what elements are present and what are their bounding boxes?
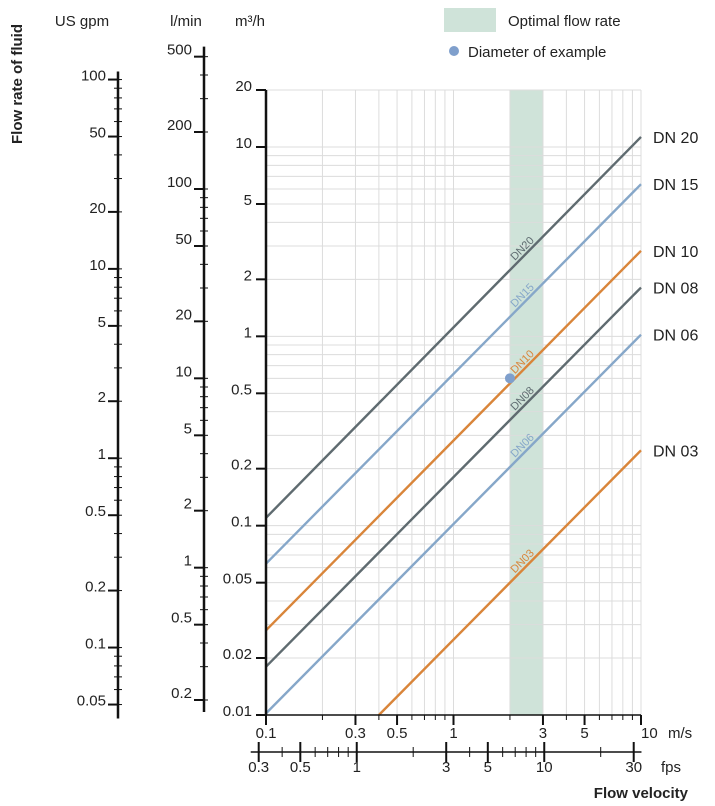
axis-ms-tick-label: 10 <box>641 725 658 742</box>
axis-ms-tick-label: 5 <box>580 725 588 742</box>
axis-usgpm-tick-label: 1 <box>98 446 106 463</box>
series-end-label-dn10: DN 10 <box>653 244 698 261</box>
axis-ms-tick-label: 3 <box>539 725 547 742</box>
series-end-label-dn06: DN 06 <box>653 328 698 345</box>
axis-m3h-tick-label: 1 <box>244 324 252 341</box>
series-end-label-dn15: DN 15 <box>653 177 698 194</box>
grid-layer <box>265 89 642 716</box>
axis-usgpm-tick-label: 20 <box>89 200 106 217</box>
legend-point-label: Diameter of example <box>468 44 606 61</box>
legend-band-swatch <box>444 8 496 32</box>
x-axis-title: Flow velocity <box>594 785 689 802</box>
axis-ms-tick-label: 0.3 <box>345 725 366 742</box>
axis-usgpm-tick-label: 100 <box>81 68 106 85</box>
axis-usgpm-tick-label: 2 <box>98 389 106 406</box>
series-line-dn03 <box>378 449 642 716</box>
series-line-dn20 <box>265 136 642 519</box>
axis-m3h-tick-label: 0.05 <box>223 571 252 588</box>
axis-fps-tick-label: 1 <box>353 759 361 776</box>
axis-m3h-tick-label: 0.2 <box>231 457 252 474</box>
axis-usgpm-tick-label: 50 <box>89 125 106 142</box>
axis-fps-tick-label: 0.3 <box>248 759 269 776</box>
axis-lmin-tick-label: 500 <box>167 42 192 59</box>
series-line-dn10 <box>265 249 642 632</box>
axis-fps-tick-label: 5 <box>484 759 492 776</box>
axis-usgpm-tick-label: 0.05 <box>77 693 106 710</box>
legend-point-marker <box>449 46 459 56</box>
axis-lmin-tick-label: 20 <box>175 306 192 323</box>
axis-m3h-tick-label: 0.01 <box>223 703 252 720</box>
series-line-dn06 <box>265 333 642 715</box>
axis-usgpm-tick-label: 0.2 <box>85 579 106 596</box>
axis-lmin-tick-label: 10 <box>175 363 192 380</box>
axis-m3h-tick-label: 5 <box>244 192 252 209</box>
axis-fps-tick-label: 3 <box>442 759 450 776</box>
axis-usgpm-tick-label: 0.1 <box>85 636 106 653</box>
axis-lmin-tick-label: 50 <box>175 231 192 248</box>
axis-lmin-tick-label: 0.5 <box>171 610 192 627</box>
axis-m3h-tick-label: 20 <box>235 78 252 95</box>
axis-ms-unit: m/s <box>668 725 692 742</box>
axis-usgpm-unit: US gpm <box>55 13 109 30</box>
axis-ms-tick-label: 1 <box>449 725 457 742</box>
axis-fps-tick-label: 0.5 <box>290 759 311 776</box>
series-line-dn08 <box>265 286 642 668</box>
series-line-dn15 <box>265 183 642 565</box>
axis-usgpm-tick-label: 10 <box>89 257 106 274</box>
axis-fps-tick-label: 10 <box>536 759 553 776</box>
series-end-label-dn08: DN 08 <box>653 281 698 298</box>
axis-lmin-unit: l/min <box>170 13 202 30</box>
axis-m3h-tick-label: 10 <box>235 135 252 152</box>
axis-m3h-tick-label: 0.5 <box>231 381 252 398</box>
legend-band-label: Optimal flow rate <box>508 13 621 30</box>
series-end-label-dn20: DN 20 <box>653 130 698 147</box>
axis-lmin-tick-label: 100 <box>167 174 192 191</box>
axis-lmin-tick-label: 5 <box>184 420 192 437</box>
axis-usgpm-tick-label: 0.5 <box>85 503 106 520</box>
series-end-label-dn03: DN 03 <box>653 443 698 460</box>
axis-lmin-tick-label: 0.2 <box>171 685 192 702</box>
axis-lmin-tick-label: 200 <box>167 117 192 134</box>
axis-lmin-tick-label: 1 <box>184 553 192 570</box>
series-layer <box>265 136 642 716</box>
axis-fps-tick-label: 30 <box>625 759 642 776</box>
axis-lmin-tick-label: 2 <box>184 496 192 513</box>
axis-ms-tick-label: 0.1 <box>256 725 277 742</box>
axis-m3h-tick-label: 0.1 <box>231 514 252 531</box>
axis-m3h-tick-label: 0.02 <box>223 646 252 663</box>
axis-ms-tick-label: 0.5 <box>387 725 408 742</box>
example-point <box>504 373 515 384</box>
axes-layer <box>108 46 642 762</box>
axis-fps-unit: fps <box>661 759 681 776</box>
axis-m3h-unit: m³/h <box>235 13 265 30</box>
axis-usgpm-tick-label: 5 <box>98 314 106 331</box>
y-axis-title: Flow rate of fluid <box>9 24 26 144</box>
axis-m3h-tick-label: 2 <box>244 267 252 284</box>
